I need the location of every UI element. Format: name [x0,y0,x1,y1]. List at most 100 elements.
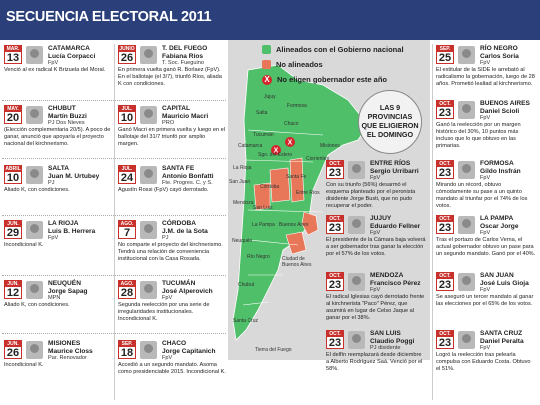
governor-name: Fabiana Ríos [162,53,204,60]
election-card: SEP. 18 CHACO Jorge Capitanich FpV Accedió a … [118,340,226,388]
callout-line-3: QUE ELIGIERON [361,121,419,130]
calendar-day: 29 [6,227,20,239]
calendar-icon: AGO. 7 [118,220,136,239]
calendar-icon: JUL. 24 [118,165,136,184]
governor-name: Carlos Soria [480,53,519,60]
calendar-day: 23 [438,222,452,234]
governor-name: Maurice Closs [48,348,93,355]
map-country-shape [232,64,369,341]
province-name: NEUQUÉN [48,280,81,287]
calendar-icon: JUN. 12 [4,280,22,299]
election-card: OCT. 23 BUENOS AIRES Daniel Scioli FpV Ganó l… [436,100,536,149]
calendar-icon: JUNIO 26 [118,45,136,64]
governor-name: Jorge Capitanich [162,348,216,355]
election-card: JUN. 26 MISIONES Maurice Closs Par. Renovado… [4,340,112,388]
party-name: PRO [162,120,175,126]
governor-photo [140,166,157,184]
card-description: El delfín reemplazará desde diciembre a … [326,352,423,372]
calendar-month: MAY. [5,106,21,112]
election-card: OCT. 23 LA PAMPA Oscar Jorge FpV Tras el port… [436,215,536,263]
party-name: FpV [48,60,59,66]
page-title: SECUENCIA ELECTORAL 2011 [6,9,212,25]
governor-photo [458,273,475,291]
governor-name: Daniel Peralta [480,338,524,345]
province-name: LA RIOJA [48,220,79,227]
calendar-month: OCT. [327,273,343,279]
party-name: FpV [480,287,491,293]
calendar-icon: MAR. 13 [4,45,22,64]
party-name: FpV [48,235,59,241]
map-label-neuquen: Neuquén [232,238,253,244]
election-card: OCT. 23 ENTRE RÍOS Sergio Urribarri FpV Con s… [326,160,426,209]
governor-photo [458,331,475,349]
map-label-rionegro: Río Negro [247,254,270,260]
election-card: OCT. 23 FORMOSA Gildo Insfrán FpV Mirando un … [436,160,536,209]
province-name: SAN LUIS [370,330,401,337]
calendar-icon: OCT. 23 [436,215,454,234]
calendar-day: 25 [438,52,452,64]
svg-text:X: X [274,148,279,155]
calendar-month: OCT. [437,101,453,107]
calendar-day: 23 [438,107,452,119]
column-divider-right [432,44,433,400]
nine-provinces-callout: LAS 9 PROVINCIAS QUE ELIGIERON EL DOMING… [358,90,422,154]
calendar-month: JUL. [119,106,135,112]
card-description: Con su triunfo (56%) desarmó el esquema … [326,182,416,209]
calendar-day: 12 [6,287,20,299]
governor-name: Lucía Corpacci [48,53,96,60]
governor-name: José Luis Gioja [480,280,529,287]
party-name: FpV [370,175,381,181]
election-card: OCT. 23 SAN LUIS Claudio Poggi PJ disidente E… [326,330,426,378]
card-description: (Elección complementaria 20/5). A poco d… [4,127,111,147]
calendar-month: OCT. [437,216,453,222]
card-description: Segunda reelección por una serie de irre… [118,302,210,322]
map-label-catamarca: Catamarca [238,143,263,149]
calendar-day: 23 [438,337,452,349]
province-name: MENDOZA [370,272,404,279]
election-card: OCT. 23 SAN JUAN José Luis Gioja FpV Se asegu… [436,272,536,320]
row-separator [2,333,226,334]
map-label-misiones: Misiones [320,143,340,149]
card-description: En primera vuelta ganó R. Borlaez (FpV).… [118,67,222,87]
province-name: SANTA FE [162,165,195,172]
calendar-icon: OCT. 23 [326,160,344,179]
map-sanluis [253,182,271,211]
calendar-icon: ABRIL 10 [4,165,22,184]
calendar-icon: JUN. 26 [4,340,22,359]
map-label-tucuman: Tucumán [253,132,274,138]
governor-photo [26,46,43,64]
map-label-entrerios: Entre Ríos [296,190,320,196]
calendar-month: JUL. [119,166,135,172]
governor-photo [348,273,365,291]
calendar-month: OCT. [437,273,453,279]
row-separator [2,100,226,101]
province-name: TUCUMÁN [162,280,196,287]
calendar-month: OCT. [437,161,453,167]
map-caba [301,211,319,236]
map-label-corrientes: Corrientes [306,156,330,162]
governor-photo [348,161,365,179]
card-description: Aliado K, con condiciones. [4,302,70,308]
header-bar: SECUENCIA ELECTORAL 2011 [0,0,540,40]
party-name: FpV [480,230,491,236]
calendar-month: OCT. [327,331,343,337]
map-santafe [289,157,305,203]
map-marker-corrientes: X [285,137,295,147]
calendar-icon: AGO. 28 [118,280,136,299]
map-label-cordoba: Córdoba [260,184,280,190]
election-card: JUL. 24 SANTA FE Antonio Bonfatti Fte. Progr… [118,165,226,213]
calendar-day: 13 [6,52,20,64]
row-separator [2,275,226,276]
map-label-sanjuan: San Juan [229,179,251,185]
map-label-mendoza: Mendoza [233,200,254,206]
calendar-day: 20 [6,112,20,124]
province-name: CAPITAL [162,105,191,112]
legend-not-aligned: No alineados [262,59,404,70]
province-name: BUENOS AIRES [480,100,530,107]
party-name: T. Soc. Fueguino [162,60,204,66]
card-description: Incondicional K. [4,362,44,368]
legend-no-elect-icon: X [262,74,272,85]
election-card: MAY. 20 CHUBUT Martín Buzzi PJ Dos Nieves (El… [4,105,112,153]
card-description: Ganó la reelección por un margen históri… [436,122,521,149]
map-label-tdf: Tierra del Fuego [255,347,292,353]
